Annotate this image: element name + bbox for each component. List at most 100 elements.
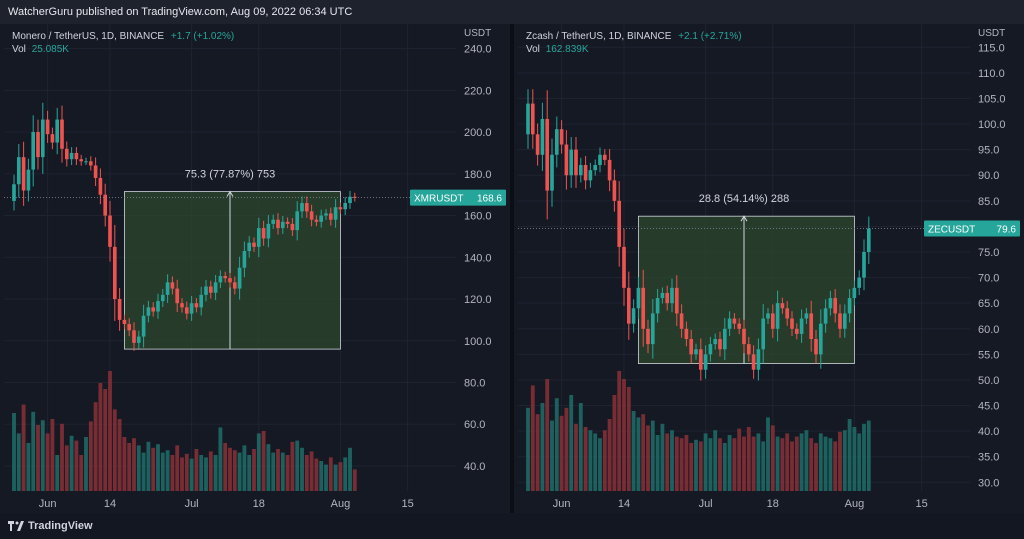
candle-body xyxy=(314,219,319,222)
candle-body xyxy=(175,288,180,304)
candle-body xyxy=(612,180,617,201)
volume-bar xyxy=(175,445,180,491)
candle-body xyxy=(742,328,746,345)
y-tick-label: 60.0 xyxy=(464,419,485,431)
candle-body xyxy=(655,298,660,314)
candle-body xyxy=(785,308,790,319)
x-tick-label: 14 xyxy=(104,498,116,510)
volume-bar xyxy=(45,433,50,491)
volume-bar xyxy=(828,438,833,491)
y-tick-label: 60.0 xyxy=(978,324,999,336)
volume-bar xyxy=(228,447,232,491)
y-tick-label: 65.0 xyxy=(978,298,999,310)
candle-body xyxy=(343,203,348,210)
candle-body xyxy=(300,203,304,212)
volume-bar xyxy=(545,379,550,491)
candle-body xyxy=(766,313,770,319)
candle-body xyxy=(103,194,108,216)
candle-body xyxy=(670,287,674,304)
x-tick-label: 18 xyxy=(253,498,265,510)
volume-bar xyxy=(799,433,804,491)
candle-body xyxy=(194,303,199,308)
volume-bar xyxy=(617,371,622,491)
volume-bar xyxy=(26,443,31,491)
y-tick-label: 140.0 xyxy=(464,252,492,264)
candle-body xyxy=(828,298,833,309)
candle-body xyxy=(598,154,602,166)
currency-label: USDT xyxy=(464,28,491,39)
candle-body xyxy=(636,287,641,309)
candle-body xyxy=(698,349,703,370)
x-tick-label: Jun xyxy=(553,498,571,510)
x-tick-label: Jul xyxy=(185,498,199,510)
candle-body xyxy=(535,134,540,155)
volume-bar xyxy=(578,403,583,491)
candle-body xyxy=(338,207,343,210)
volume-bar xyxy=(852,427,857,491)
candle-body xyxy=(208,286,213,293)
volume-bar xyxy=(631,411,636,491)
y-tick-label: 40.0 xyxy=(978,426,999,438)
chart-panel-monero[interactable]: 240.0 220.0 200.0 180.0 160.0 140.0 120.0 100.0… xyxy=(0,24,510,513)
volume-bar xyxy=(16,433,21,491)
volume-bar xyxy=(751,436,756,491)
candle-body xyxy=(818,323,823,355)
candle-body xyxy=(530,103,535,135)
price-tag xyxy=(410,189,506,206)
y-tick-label: 220.0 xyxy=(464,85,492,97)
symbol-title[interactable]: Monero / TetherUS, 1D, BINANCE xyxy=(12,31,165,42)
candle-body xyxy=(674,287,679,314)
volume-bar xyxy=(814,443,818,491)
candle-body xyxy=(333,207,338,220)
candle-body xyxy=(847,298,852,314)
volume-bar xyxy=(127,443,132,491)
volume-bar xyxy=(636,417,641,491)
candle-body xyxy=(50,134,55,143)
volume-bar xyxy=(842,430,847,491)
chart-svg-zcash[interactable]: 115.0110.0105.0100.095.090.085.080.075.0… xyxy=(514,24,1024,513)
volume-bar xyxy=(622,379,626,491)
volume-bar xyxy=(328,457,333,491)
candle-body xyxy=(631,308,636,324)
volume-bar xyxy=(304,455,309,491)
candle-body xyxy=(98,177,103,195)
volume-bar xyxy=(266,444,271,491)
volume-bar xyxy=(247,455,252,491)
volume-bar xyxy=(809,438,814,491)
x-tick-label: Jun xyxy=(39,498,57,510)
y-tick-label: 120.0 xyxy=(464,294,492,306)
candle-body xyxy=(780,303,785,309)
panel-divider[interactable] xyxy=(510,24,514,513)
publish-text: WatcherGuru published on TradingView.com… xyxy=(8,6,353,18)
volume-value: 162.839K xyxy=(545,44,589,55)
candle-body xyxy=(271,219,276,224)
measure-arrow-head xyxy=(740,215,748,222)
volume-bar xyxy=(713,430,718,491)
price-change: +2.1 (+2.71%) xyxy=(678,31,742,42)
chart-svg-monero[interactable]: 240.0 220.0 200.0 180.0 160.0 140.0 120.0 100.0… xyxy=(0,24,510,513)
volume-bar xyxy=(550,420,554,491)
candle-body xyxy=(180,303,184,308)
volume-bar xyxy=(660,423,665,491)
volume-bar xyxy=(650,420,655,491)
volume-bar xyxy=(132,438,136,491)
tradingview-logo-icon xyxy=(8,521,24,531)
candle-body xyxy=(79,159,84,162)
candle-body xyxy=(852,287,857,299)
candle-body xyxy=(84,161,88,163)
y-tick-label: 70.0 xyxy=(978,273,999,285)
volume-bar xyxy=(218,427,223,491)
volume-bar xyxy=(242,445,247,491)
symbol-title[interactable]: Zcash / TetherUS, 1D, BINANCE xyxy=(526,31,672,42)
candle-body xyxy=(545,118,550,191)
volume-bar xyxy=(88,421,93,491)
volume-bar xyxy=(607,419,612,491)
measure-arrow-head xyxy=(226,190,234,197)
chart-panel-zcash[interactable]: 115.0110.0105.0100.095.090.085.080.075.0… xyxy=(514,24,1024,513)
candle-body xyxy=(794,328,799,334)
y-tick-label: 110.0 xyxy=(978,68,1005,80)
price-tag xyxy=(924,220,1020,237)
volume-bar xyxy=(732,438,737,491)
candle-body xyxy=(713,339,718,345)
y-tick-label: 90.0 xyxy=(978,170,999,182)
